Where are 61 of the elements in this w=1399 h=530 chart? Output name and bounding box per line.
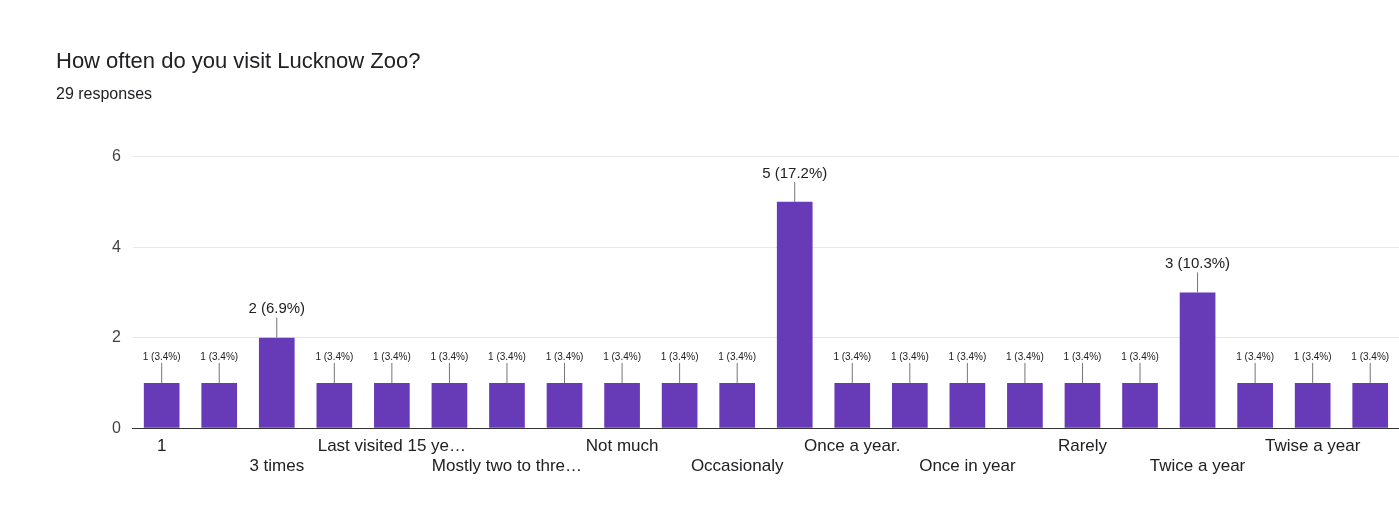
data-label: 3 (10.3%) [1165, 254, 1231, 272]
bar [546, 382, 583, 428]
x-tick-label: Mostly two to thre… [431, 456, 583, 476]
data-label: 1 (3.4%) [545, 350, 584, 362]
data-label: 1 (3.4%) [1293, 350, 1332, 362]
data-label: 1 (3.4%) [430, 350, 469, 362]
data-label: 1 (3.4%) [142, 350, 181, 362]
bar [1352, 382, 1389, 428]
chart-title: How often do you visit Lucknow Zoo? [56, 48, 421, 74]
x-tick-label: Once in year [919, 456, 1016, 476]
data-label: 5 (17.2%) [762, 163, 828, 181]
x-tick-label: 3 times [249, 456, 305, 476]
data-label: 1 (3.4%) [603, 350, 641, 362]
y-tick-label: 4 [111, 237, 121, 255]
data-label: 1 (3.4%) [1063, 350, 1102, 362]
y-tick-label: 6 [111, 147, 121, 165]
x-tick-label: Twice a year [1149, 456, 1246, 476]
bar [1179, 292, 1216, 428]
bar [1007, 382, 1043, 428]
bar [604, 382, 640, 428]
bar [1064, 382, 1101, 428]
y-tick-label: 0 [111, 418, 121, 436]
bar [316, 382, 353, 428]
data-label: 1 (3.4%) [833, 350, 872, 362]
data-label: 1 (3.4%) [315, 350, 354, 362]
data-label: 1 (3.4%) [660, 350, 699, 362]
bar [258, 337, 295, 428]
data-label: 1 (3.4%) [718, 350, 757, 362]
y-tick-label: 2 [111, 328, 121, 346]
bar [431, 382, 468, 428]
data-label: 1 (3.4%) [372, 350, 411, 362]
bar [1294, 382, 1331, 428]
data-label: 1 (3.4%) [1351, 350, 1390, 362]
data-label: 1 (3.4%) [488, 350, 526, 362]
bar [834, 382, 871, 428]
chart-subtitle: 29 responses [56, 85, 153, 103]
x-tick-label: Twise a year [1264, 436, 1361, 456]
bar [949, 382, 986, 428]
bar [891, 382, 928, 428]
bar [776, 201, 813, 428]
data-label: 1 (3.4%) [1236, 350, 1275, 362]
data-label: 1 (3.4%) [1006, 350, 1044, 362]
bar [374, 382, 410, 428]
bar [719, 382, 756, 428]
data-label: 1 (3.4%) [890, 350, 929, 362]
bar [201, 382, 238, 428]
bar [1122, 382, 1158, 428]
x-tick-label: Rarely [1057, 436, 1108, 456]
data-label: 1 (3.4%) [200, 350, 239, 362]
bar [1237, 382, 1273, 428]
x-tick-label: Occasionaly [690, 456, 784, 476]
data-label: 1 (3.4%) [948, 350, 987, 362]
x-tick-label: Last visited 15 ye… [317, 436, 467, 456]
bar [661, 382, 698, 428]
data-label: 2 (6.9%) [248, 299, 306, 317]
x-tick-label: 1 [156, 436, 167, 456]
bar [489, 382, 525, 428]
bar [143, 382, 180, 428]
x-tick-label: Once a year. [804, 436, 901, 456]
x-tick-label: Not much [585, 436, 659, 456]
data-label: 1 (3.4%) [1121, 350, 1159, 362]
